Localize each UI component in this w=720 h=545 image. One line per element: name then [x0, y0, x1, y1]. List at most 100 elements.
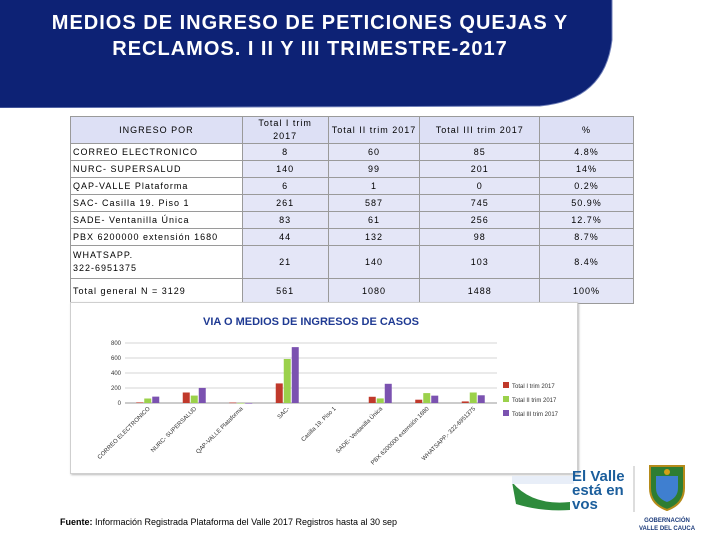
logo-line-1: El Valle	[572, 468, 625, 485]
x-category-label: CORREO ELECTRONICO	[97, 406, 152, 461]
cell-trim2: 60	[327, 143, 421, 161]
source-note: Fuente: Información Registrada Plataform…	[60, 517, 397, 527]
cell-trim3: 85	[419, 143, 541, 161]
legend-label: Total III trim 2017	[512, 412, 559, 418]
source-text: Información Registrada Plataforma del Va…	[92, 517, 398, 527]
x-category-label: QAP-VALLE Plataforma	[195, 406, 245, 456]
y-tick-label: 600	[111, 356, 122, 362]
logo-swoosh-green	[512, 482, 570, 511]
row-label: QAP-VALLE Plataforma	[70, 177, 243, 195]
x-category-label: SADE- Ventanilla Única	[335, 405, 385, 455]
bar	[182, 392, 190, 403]
title-banner-shape	[0, 0, 613, 108]
cell-trim3: 256	[419, 211, 541, 229]
bar	[461, 401, 469, 403]
table-row: CORREO ELECTRONICO 8 60 85 4.8%	[70, 143, 634, 161]
total-trim3: 1488	[419, 278, 541, 304]
logo-org-line-2: VALLE DEL CAUCA	[639, 526, 696, 532]
col-header-ingreso: INGRESO POR	[70, 116, 243, 144]
total-label: Total general N = 3129	[70, 278, 243, 304]
cell-trim2: 587	[327, 194, 421, 212]
bar	[423, 393, 431, 403]
bar-chart-svg: VIA O MEDIOS DE INGRESOS DE CASOS 0 200 40…	[97, 316, 559, 467]
total-percent: 100%	[539, 278, 634, 304]
cell-percent: 12.7%	[539, 211, 634, 229]
legend-swatch	[503, 410, 509, 416]
title-line-1: MEDIOS DE INGRESO DE PETICIONES QUEJAS Y	[51, 12, 569, 34]
cell-trim1: 44	[241, 228, 329, 246]
bar	[469, 392, 477, 403]
cell-trim3: 0	[419, 177, 541, 195]
cell-trim3: 98	[419, 228, 541, 246]
bar	[477, 395, 485, 403]
row-label: WHATSAPP. 322-6951375	[70, 245, 243, 279]
table-row: NURC- SUPERSALUD 140 99 201 14%	[70, 160, 634, 178]
row-label: PBX 6200000 extensión 1680	[70, 228, 243, 246]
logo-org-line-1: GOBERNACIÓN	[644, 516, 690, 524]
col-header-trim2: Total II trim 2017	[327, 116, 421, 144]
y-axis-ticks: 0 200 400 600 800	[111, 341, 122, 407]
legend-label: Total I trim 2017	[512, 384, 555, 390]
table-row: PBX 6200000 extensión 1680 44 132 98 8.7…	[70, 228, 634, 246]
cell-trim3: 201	[419, 160, 541, 178]
bar-chart: VIA O MEDIOS DE INGRESOS DE CASOS 0 200 40…	[70, 302, 578, 474]
bar	[237, 402, 245, 404]
bar	[190, 395, 198, 403]
col-header-trim3: Total III trim 2017	[419, 116, 541, 144]
chart-bars	[136, 347, 485, 404]
bar	[152, 396, 160, 403]
bar	[291, 347, 299, 403]
legend-swatch	[503, 382, 509, 388]
y-tick-label: 400	[111, 371, 122, 377]
chart-legend: Total I trim 2017 Total II trim 2017 Total…	[503, 382, 559, 418]
cell-trim2: 1	[327, 177, 421, 195]
bar	[136, 402, 144, 403]
y-tick-label: 800	[111, 341, 122, 347]
cell-trim2: 61	[327, 211, 421, 229]
bar	[144, 398, 152, 403]
row-label: CORREO ELECTRONICO	[70, 143, 243, 161]
table-header-row: INGRESO POR Total I trim 2017 Total II t…	[70, 116, 634, 144]
bar	[229, 402, 237, 404]
cell-percent: 50.9%	[539, 194, 634, 212]
bar	[431, 395, 439, 403]
table-row: SAC- Casilla 19. Piso 1 261 587 745 50.9…	[70, 194, 634, 212]
source-label: Fuente:	[60, 517, 93, 527]
cell-percent: 4.8%	[539, 143, 634, 161]
table-row: WHATSAPP. 322-6951375 21 140 103 8.4%	[70, 245, 634, 279]
cell-trim1: 261	[241, 194, 329, 212]
cell-trim1: 21	[241, 245, 329, 279]
table-row: SADE- Ventanilla Única 83 61 256 12.7%	[70, 211, 634, 229]
row-label: SAC- Casilla 19. Piso 1	[70, 194, 243, 212]
cell-trim3: 103	[419, 245, 541, 279]
logo-graphic: El Valle está en vos GOBERNACIÓN VALLE D…	[512, 465, 696, 532]
bar	[415, 399, 423, 403]
chart-grid	[125, 342, 497, 404]
x-category-label: Casilla 19. Piso 1	[301, 406, 338, 443]
shield-icon	[649, 465, 685, 512]
x-category-label: WHATSAPP.- 322-6951375	[421, 406, 477, 462]
cell-trim1: 8	[241, 143, 329, 161]
cell-trim2: 132	[327, 228, 421, 246]
legend-swatch	[503, 396, 509, 402]
cell-trim2: 140	[327, 245, 421, 279]
bar	[198, 387, 206, 403]
row-label: SADE- Ventanilla Única	[70, 211, 243, 229]
cell-trim1: 6	[241, 177, 329, 195]
y-tick-label: 0	[118, 401, 122, 407]
data-table: INGRESO POR Total I trim 2017 Total II t…	[70, 116, 634, 304]
col-header-trim1: Total I trim 2017	[241, 116, 329, 144]
bar	[376, 398, 384, 403]
logo-line-2: está en	[572, 482, 624, 499]
cell-percent: 8.7%	[539, 228, 634, 246]
total-trim2: 1080	[327, 278, 421, 304]
cell-trim1: 83	[241, 211, 329, 229]
x-category-label: NURC- SUPERSALUD	[150, 406, 198, 454]
table-total-row: Total general N = 3129 561 1080 1488 100…	[70, 278, 634, 304]
row-label: NURC- SUPERSALUD	[70, 160, 243, 178]
x-category-label: SAC-	[277, 406, 291, 420]
gobernacion-logo: El Valle está en vos GOBERNACIÓN VALLE D…	[512, 462, 720, 540]
col-header-percent: %	[539, 116, 634, 144]
legend-label: Total II trim 2017	[512, 398, 557, 404]
title-banner: MEDIOS DE INGRESO DE PETICIONES QUEJAS Y…	[0, 0, 720, 108]
